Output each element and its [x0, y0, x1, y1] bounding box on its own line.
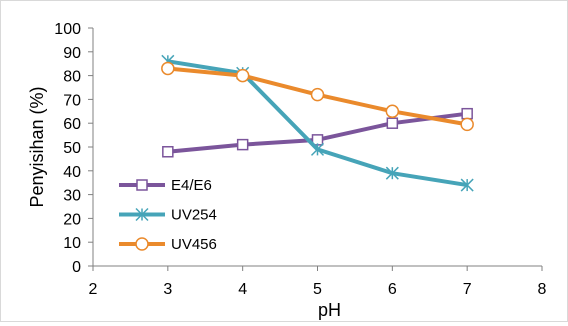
- y-tick-label: 90: [63, 45, 81, 62]
- legend: E4/E6 UV254 UV456: [119, 177, 217, 253]
- x-tick-label: 3: [163, 281, 172, 298]
- series-uv254: [161, 54, 474, 192]
- data-point-square: [386, 117, 399, 129]
- x-tick-label: 6: [388, 281, 397, 298]
- legend-item: E4/E6: [119, 177, 212, 194]
- legend-label: UV254: [171, 207, 217, 224]
- data-point-circle: [460, 117, 474, 132]
- data-point-star: [135, 207, 149, 222]
- series-line: [167, 59, 468, 188]
- data-point-square: [136, 179, 148, 191]
- x-axis-title: pH: [318, 300, 341, 320]
- data-point-star: [385, 166, 399, 180]
- y-tick-label: 80: [63, 69, 81, 86]
- data-point-square: [461, 107, 473, 120]
- x-tick-label: 2: [89, 281, 98, 298]
- y-tick-label: 50: [63, 140, 81, 157]
- data-point-star: [460, 178, 474, 192]
- x-tick-label: 8: [538, 281, 547, 298]
- legend-label: E4/E6: [171, 177, 212, 194]
- data-point-circle: [310, 87, 325, 102]
- y-tick-label: 70: [63, 92, 81, 109]
- legend-label: UV456: [171, 236, 217, 253]
- legend-item: UV456: [119, 236, 217, 253]
- x-tick-label: 4: [238, 281, 247, 298]
- y-tick-label: 60: [63, 116, 81, 133]
- data-point-square: [236, 138, 249, 151]
- data-point-circle: [161, 61, 175, 76]
- y-tick-label: 20: [63, 211, 81, 228]
- tick-labels: 0 10 20 30 40 50 60 70 80 90 100 2 3 4 5 6 7 8: [54, 21, 546, 298]
- x-tick-label: 7: [463, 281, 472, 298]
- x-tick-label: 5: [313, 281, 322, 298]
- y-axis-title: Penyisihan (%): [27, 86, 47, 207]
- legend-item: UV254: [119, 207, 217, 224]
- data-point-circle: [235, 68, 250, 83]
- y-tick-label: 40: [63, 164, 81, 181]
- data-point-square: [162, 146, 174, 158]
- series-uv456: [161, 61, 474, 132]
- y-tick-label: 100: [54, 21, 81, 38]
- series-layer: [161, 54, 474, 192]
- data-point-circle: [385, 104, 400, 119]
- y-tick-label: 30: [63, 188, 81, 205]
- data-point-circle: [135, 237, 149, 251]
- line-chart: 0 10 20 30 40 50 60 70 80 90 100 2 3 4 5 6 7 8 Penyisihan…: [27, 21, 547, 320]
- y-tick-label: 0: [72, 259, 81, 276]
- series-e4-e6: [162, 107, 473, 158]
- y-tick-label: 10: [63, 235, 81, 252]
- data-point-star: [310, 142, 325, 156]
